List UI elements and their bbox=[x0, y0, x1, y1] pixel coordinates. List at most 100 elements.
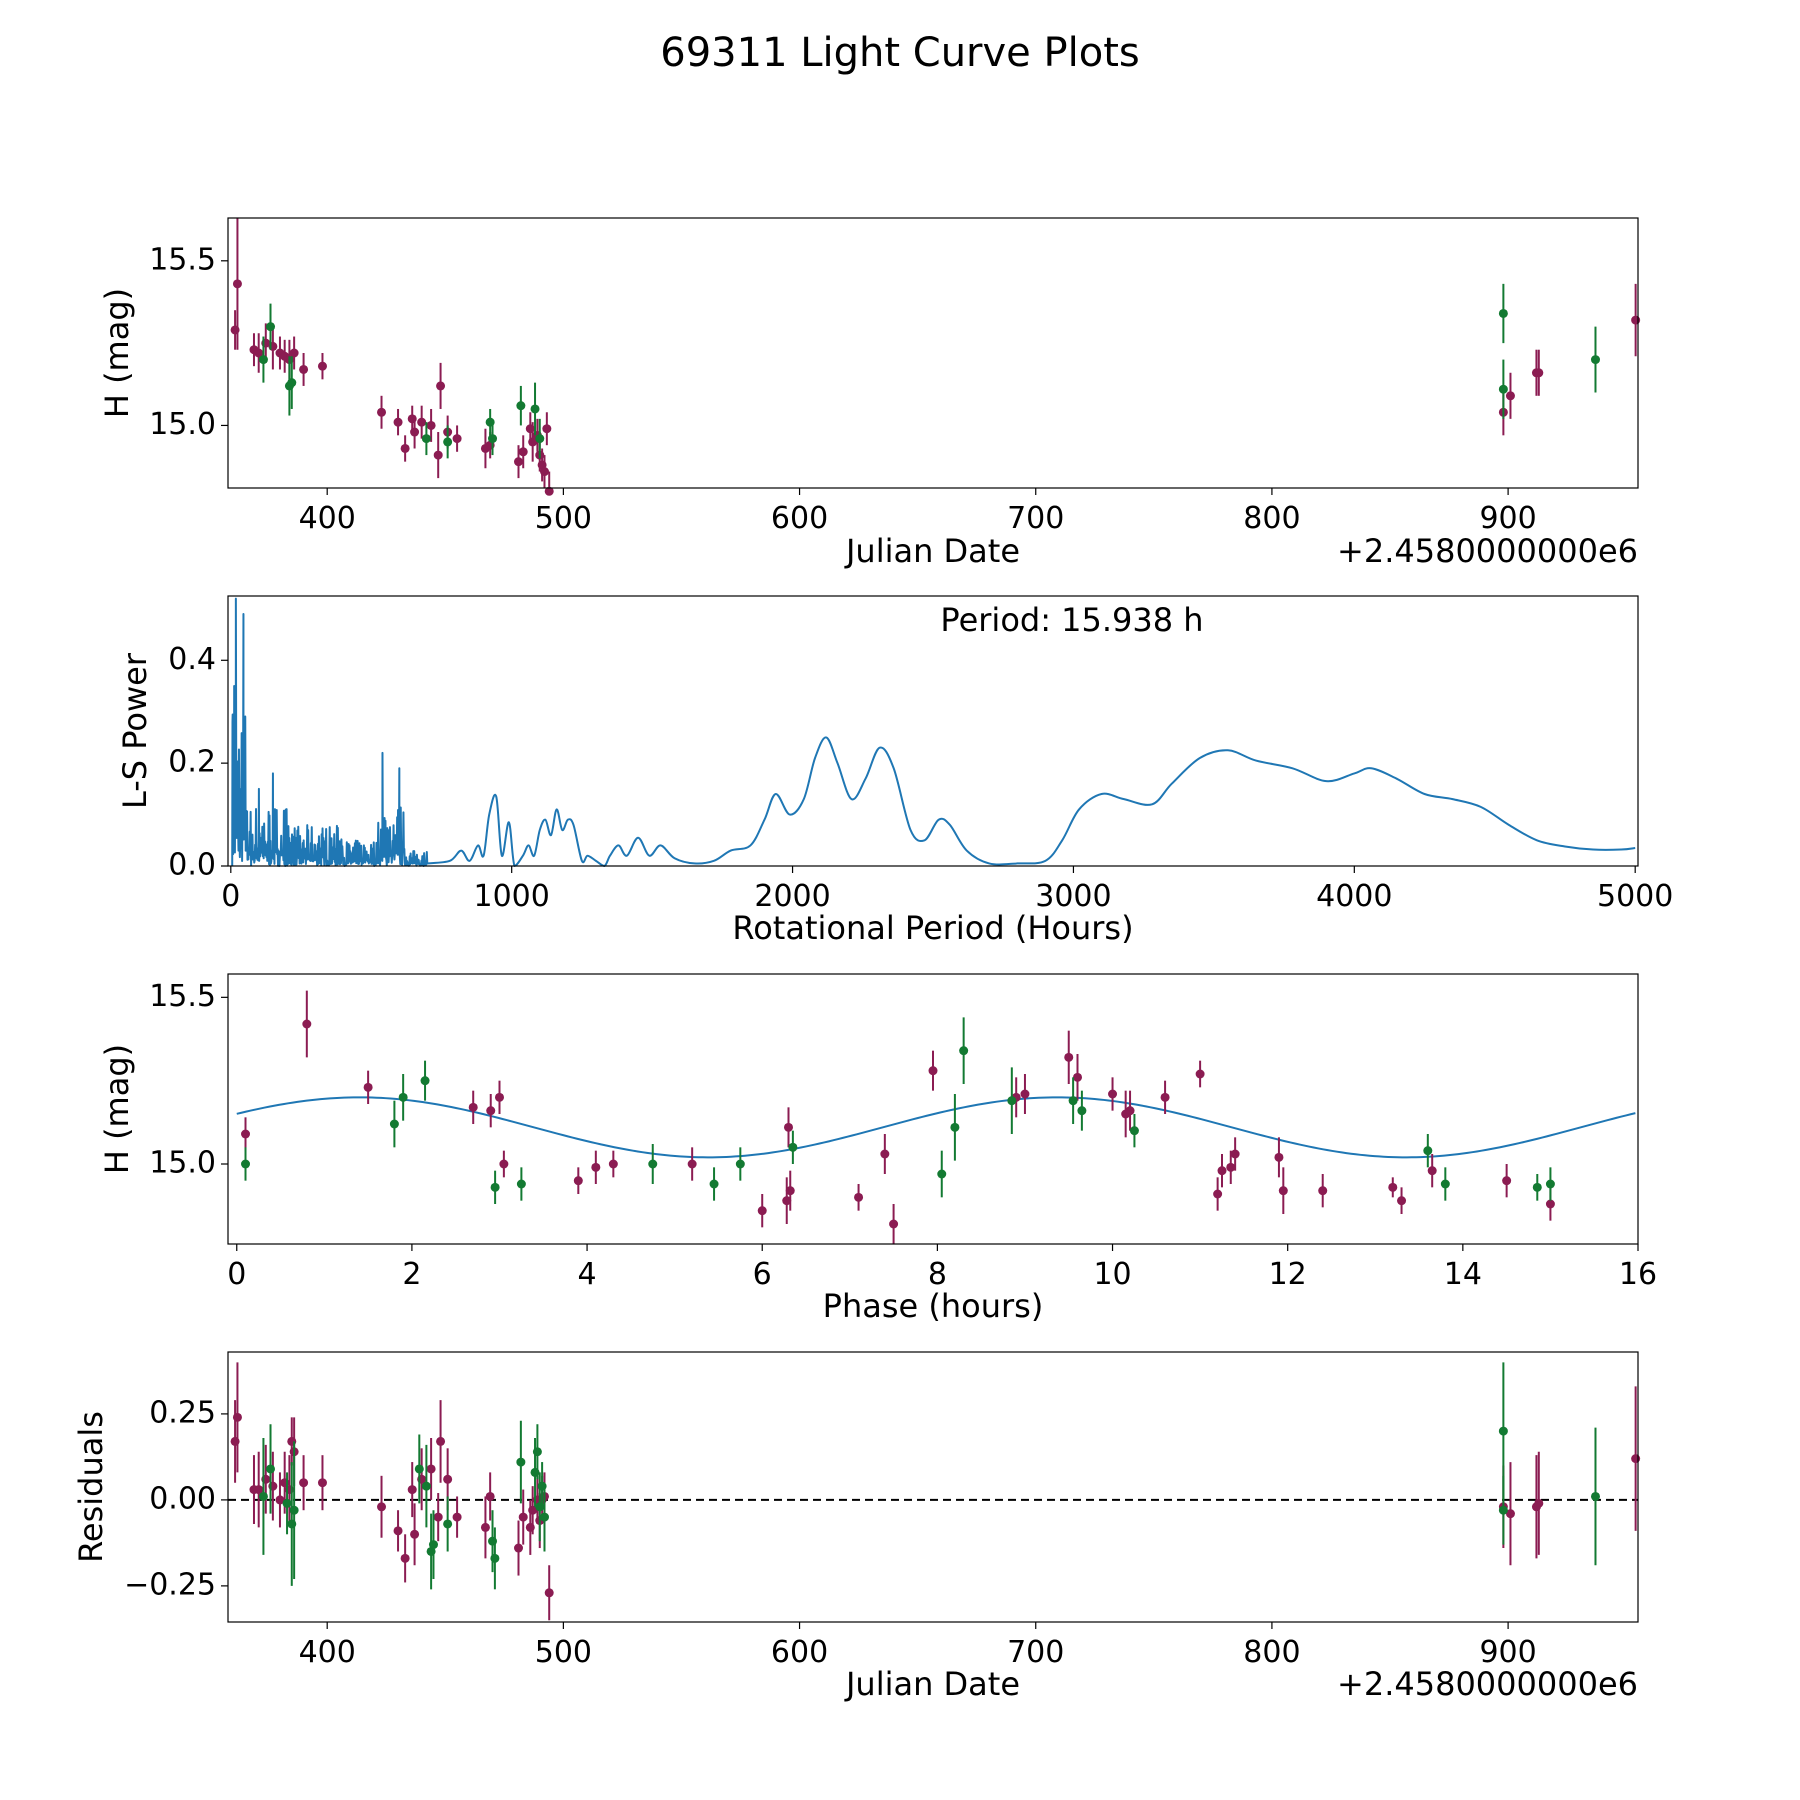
phased-point-g bbox=[959, 1046, 969, 1056]
residuals-point-r bbox=[407, 1485, 417, 1495]
lightcurve-ytick-label: 15.5 bbox=[149, 242, 216, 277]
periodogram-line bbox=[231, 597, 1636, 867]
lightcurve-point-r bbox=[539, 467, 549, 477]
lightcurve-axes-frame bbox=[227, 217, 1639, 489]
residuals-axes-frame bbox=[227, 1351, 1639, 1623]
residuals-point-r bbox=[1631, 1454, 1641, 1464]
lightcurve-point-g bbox=[530, 404, 540, 414]
lightcurve-point-g bbox=[516, 401, 526, 411]
residuals-point-r bbox=[317, 1478, 327, 1488]
lightcurve-point-g bbox=[266, 322, 276, 332]
phased-point-g bbox=[788, 1142, 798, 1152]
lightcurve-point-r bbox=[417, 417, 427, 427]
phased-point-r bbox=[1226, 1162, 1236, 1172]
phased-point-r bbox=[1397, 1196, 1407, 1206]
lightcurve-point-g bbox=[1498, 384, 1508, 394]
phased-point-r bbox=[1217, 1166, 1227, 1176]
phased-point-r bbox=[1502, 1176, 1512, 1186]
residuals-point-r bbox=[410, 1529, 420, 1539]
phased-point-g bbox=[490, 1182, 500, 1192]
lightcurve-ylabel: H (mag) bbox=[98, 288, 136, 418]
lightcurve-point-g bbox=[1590, 355, 1600, 365]
phased-point-r bbox=[1073, 1072, 1083, 1082]
phased-point-r bbox=[1195, 1069, 1205, 1079]
phased-point-r bbox=[1274, 1152, 1284, 1162]
residuals-point-r bbox=[377, 1502, 387, 1512]
phased-xtick-label: 2 bbox=[402, 1257, 421, 1292]
lightcurve-point-r bbox=[433, 450, 443, 460]
periodogram-xtick-label: 3000 bbox=[1035, 879, 1111, 914]
lightcurve-panel: 400 500 600 700 800 900 15.0 15.5 Julian Date H… bbox=[98, 217, 1641, 570]
lightcurve-point-r bbox=[544, 486, 554, 496]
phased-point-g bbox=[1532, 1182, 1542, 1192]
phased-point-g bbox=[1068, 1096, 1078, 1106]
phased-point-r bbox=[468, 1102, 478, 1112]
periodogram-ytick-label: 0.2 bbox=[168, 745, 216, 780]
phased-point-r bbox=[782, 1196, 792, 1206]
residuals-ytick-label: 0.00 bbox=[149, 1481, 216, 1516]
phased-ylabel: H (mag) bbox=[98, 1044, 136, 1174]
phased-xtick-label: 6 bbox=[753, 1257, 772, 1292]
phased-point-g bbox=[1440, 1179, 1450, 1189]
phased-point-g bbox=[1007, 1096, 1017, 1106]
residuals-point-r bbox=[1505, 1509, 1515, 1519]
lightcurve-point-r bbox=[1534, 368, 1544, 378]
phased-point-r bbox=[757, 1206, 767, 1216]
phased-point-r bbox=[1213, 1189, 1223, 1199]
lightcurve-x-offset: +2.4580000000e6 bbox=[1337, 532, 1638, 570]
phased-point-g bbox=[389, 1119, 399, 1129]
residuals-point-r bbox=[514, 1543, 524, 1553]
lightcurve-point-g bbox=[421, 434, 431, 444]
phased-ytick-label: 15.5 bbox=[149, 979, 216, 1014]
residuals-point-r bbox=[443, 1474, 453, 1484]
residuals-ytick-label: 0.25 bbox=[149, 1395, 216, 1430]
lightcurve-xlabel: Julian Date bbox=[844, 532, 1020, 570]
lightcurve-point-r bbox=[317, 361, 327, 371]
phased-xtick-label: 8 bbox=[928, 1257, 947, 1292]
phased-point-r bbox=[928, 1066, 938, 1076]
phased-point-g bbox=[1077, 1106, 1087, 1116]
lightcurve-point-r bbox=[1505, 391, 1515, 401]
phased-point-g bbox=[241, 1159, 251, 1169]
lightcurve-point-r bbox=[542, 424, 552, 434]
phased-xtick-label: 12 bbox=[1269, 1257, 1307, 1292]
phased-point-r bbox=[1064, 1052, 1074, 1062]
phased-model-curve bbox=[236, 1096, 1636, 1159]
phased-point-r bbox=[854, 1192, 864, 1202]
phased-point-r bbox=[499, 1159, 509, 1169]
phased-point-r bbox=[1108, 1089, 1118, 1099]
residuals-point-r bbox=[480, 1522, 490, 1532]
lightcurve-point-r bbox=[452, 434, 462, 444]
residuals-point-g bbox=[266, 1464, 276, 1474]
lightcurve-point-r bbox=[400, 443, 410, 453]
residuals-point-g bbox=[289, 1505, 299, 1515]
phased-axes-frame bbox=[227, 973, 1639, 1245]
phased-point-r bbox=[302, 1019, 312, 1029]
lightcurve-xtick-label: 700 bbox=[1007, 501, 1064, 536]
phased-xlabel: Phase (hours) bbox=[823, 1287, 1044, 1325]
lightcurve-xtick-label: 400 bbox=[299, 501, 356, 536]
residuals-xtick-label: 700 bbox=[1007, 1635, 1064, 1670]
lightcurve-point-r bbox=[518, 447, 528, 457]
periodogram-ytick-label: 0.4 bbox=[168, 642, 216, 677]
lightcurve-point-r bbox=[410, 427, 420, 437]
phased-point-g bbox=[950, 1122, 960, 1132]
periodogram-xtick-label: 4000 bbox=[1316, 879, 1392, 914]
phased-xtick-label: 0 bbox=[227, 1257, 246, 1292]
lightcurve-xtick-label: 800 bbox=[1243, 501, 1300, 536]
lightcurve-xtick-label: 500 bbox=[535, 501, 592, 536]
residuals-xtick-label: 500 bbox=[535, 1635, 592, 1670]
residuals-point-g bbox=[1498, 1426, 1508, 1436]
phased-point-g bbox=[937, 1169, 947, 1179]
periodogram-panel: 0 1000 2000 3000 4000 5000 0.0 0.2 0.4 Period: 1… bbox=[116, 595, 1673, 947]
phased-point-r bbox=[687, 1159, 697, 1169]
phased-point-r bbox=[1125, 1106, 1135, 1116]
periodogram-xtick-label: 5000 bbox=[1597, 879, 1673, 914]
phased-point-r bbox=[1160, 1092, 1170, 1102]
residuals-point-r bbox=[433, 1512, 443, 1522]
phased-point-r bbox=[1318, 1186, 1328, 1196]
phased-point-r bbox=[785, 1186, 795, 1196]
residuals-point-g bbox=[443, 1519, 453, 1529]
phased-xtick-label: 10 bbox=[1093, 1257, 1131, 1292]
periodogram-ylabel: L-S Power bbox=[116, 652, 154, 809]
